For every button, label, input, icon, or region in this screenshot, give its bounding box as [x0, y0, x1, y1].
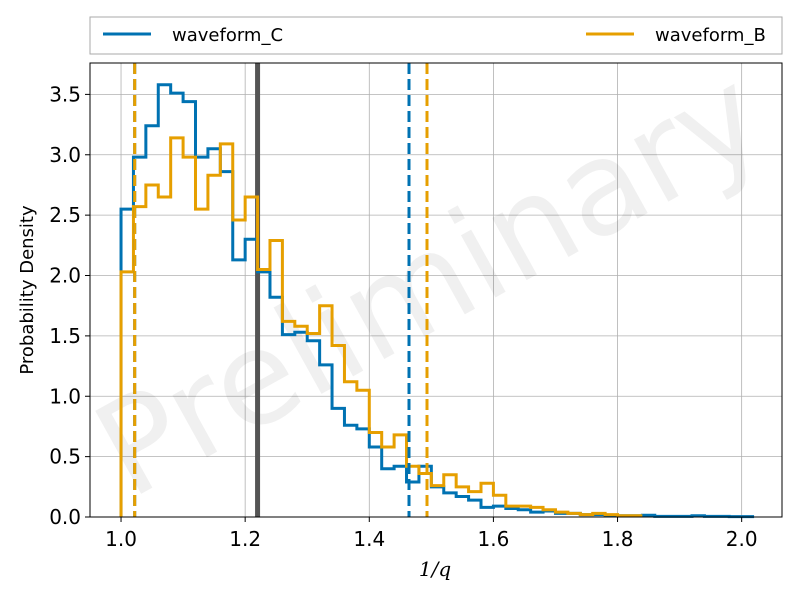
y-tick-label: 0.0 [49, 505, 81, 529]
histogram-series [119, 63, 755, 519]
x-tick-label: 1.8 [602, 527, 634, 551]
legend-label-waveform-c: waveform_C [172, 25, 283, 46]
x-tick-label: 1.4 [353, 527, 385, 551]
y-tick-label: 1.0 [49, 384, 81, 408]
y-tick-label: 2.0 [49, 264, 81, 288]
x-tick-label: 1.0 [105, 527, 137, 551]
legend-box [89, 16, 783, 55]
y-axis-ticks: 0.0 0.5 1.0 1.5 2.0 2.5 3.0 3.5 [49, 82, 90, 529]
y-tick-label: 0.5 [49, 445, 81, 469]
y-tick-label: 3.0 [49, 143, 81, 167]
x-axis-ticks: 1.0 1.2 1.4 1.6 1.8 2.0 [105, 517, 758, 551]
plot-frame [89, 62, 783, 518]
y-axis-label: Probability Density [17, 205, 38, 375]
y-tick-label: 1.5 [49, 324, 81, 348]
y-tick-label: 2.5 [49, 203, 81, 227]
histogram-step-waveform-b [119, 136, 643, 518]
x-tick-label: 1.6 [478, 527, 510, 551]
legend-label-waveform-b: waveform_B [655, 25, 766, 46]
x-axis-label: 1/q [419, 557, 451, 581]
legend: waveform_C waveform_B [89, 16, 783, 55]
grid [90, 63, 782, 518]
x-tick-label: 2.0 [726, 527, 758, 551]
quantile-lines [133, 63, 429, 517]
y-tick-label: 3.5 [49, 82, 81, 106]
x-tick-label: 1.2 [229, 527, 261, 551]
watermark: Preliminary [71, 38, 787, 527]
